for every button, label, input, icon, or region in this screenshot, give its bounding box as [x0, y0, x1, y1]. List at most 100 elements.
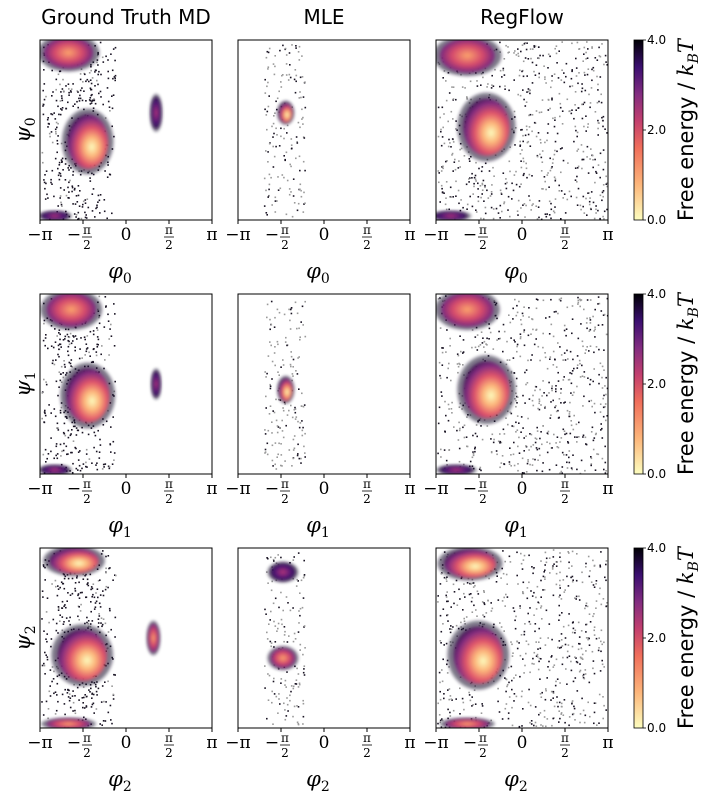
density-pixel	[299, 76, 302, 79]
density-pixel	[579, 669, 582, 672]
density-pixel	[548, 669, 551, 672]
density-pixel	[72, 440, 75, 442]
density-pixel	[553, 433, 555, 436]
density-pixel	[91, 693, 93, 695]
density-pixel	[564, 401, 566, 403]
density-pixel	[586, 623, 588, 626]
density-pixel	[515, 431, 517, 433]
density-pixel	[110, 426, 112, 428]
density-pixel	[274, 55, 276, 57]
density-pixel	[550, 323, 553, 326]
density-pixel	[507, 666, 510, 669]
density-pixel	[501, 600, 504, 602]
density-pixel	[89, 177, 91, 179]
density-pixel	[481, 189, 484, 191]
density-pixel	[109, 443, 112, 446]
density-pixel	[602, 717, 604, 720]
density-pixel	[55, 132, 57, 135]
density-pixel	[82, 702, 84, 704]
svg-text:2: 2	[165, 238, 173, 252]
density-pixel	[585, 637, 588, 639]
density-pixel	[527, 88, 530, 90]
density-pixel	[492, 166, 494, 169]
density-pixel	[527, 460, 529, 463]
density-pixel	[281, 623, 283, 626]
svg-text:2: 2	[479, 238, 487, 252]
density-pixel	[78, 464, 81, 467]
density-pixel	[290, 690, 292, 693]
density-pixel	[96, 694, 98, 696]
density-pixel	[441, 187, 443, 190]
density-pixel	[606, 182, 608, 184]
density-pixel	[540, 596, 542, 598]
density-pixel	[449, 695, 452, 697]
density-pixel	[298, 682, 301, 685]
density-pixel	[513, 441, 515, 444]
density-pixel	[502, 572, 505, 575]
density-pixel	[587, 172, 590, 174]
density-pixel	[464, 596, 466, 598]
density-pixel	[288, 308, 290, 311]
density-pixel	[59, 187, 62, 189]
svg-text:π: π	[479, 731, 487, 745]
density-pixel	[477, 188, 479, 190]
density-pixel	[74, 587, 76, 590]
density-pixel	[91, 193, 94, 195]
density-pixel	[106, 87, 109, 89]
density-pixel	[552, 399, 554, 402]
density-pixel	[507, 423, 509, 426]
density-pixel	[61, 693, 64, 696]
density-pixel	[544, 141, 546, 144]
density-pixel	[541, 188, 543, 190]
density-pixel	[548, 200, 551, 203]
density-pixel	[58, 329, 61, 331]
density-pixel	[46, 597, 49, 599]
density-pixel	[283, 313, 286, 316]
density-pixel	[565, 668, 567, 670]
density-pixel	[447, 367, 449, 370]
density-pixel	[566, 683, 568, 685]
density-pixel	[440, 391, 443, 393]
density-pixel	[95, 354, 98, 357]
density-pixel	[547, 430, 550, 433]
density-pixel	[451, 699, 453, 701]
density-pixel	[539, 388, 541, 391]
density-pixel	[585, 443, 587, 445]
density-pixel	[530, 57, 532, 60]
density-pixel	[523, 344, 526, 347]
density-pixel	[526, 597, 529, 600]
density-pixel	[292, 375, 294, 377]
density-pixel	[595, 432, 597, 435]
svg-text:π: π	[363, 731, 371, 745]
density-pixel	[564, 589, 566, 591]
density-pixel	[526, 141, 529, 144]
density-pixel	[552, 594, 555, 597]
density-pixel	[543, 392, 545, 394]
density-pixel	[575, 595, 578, 598]
density-pixel	[495, 207, 498, 210]
density-pixel	[558, 604, 560, 607]
density-pixel	[75, 467, 78, 470]
density-pixel	[445, 351, 447, 353]
density-pixel	[539, 637, 542, 639]
density-pixel	[269, 640, 272, 643]
density-pixel	[529, 433, 531, 435]
density-pixel	[484, 206, 487, 209]
density-pixel	[531, 662, 533, 665]
density-pixel	[107, 555, 110, 557]
density-pixel	[303, 559, 305, 562]
density-pixel	[455, 624, 458, 627]
density-pixel	[569, 432, 572, 435]
density-pixel	[502, 350, 504, 353]
density-pixel	[101, 625, 103, 628]
density-pixel	[87, 206, 90, 209]
density-pixel	[573, 414, 575, 417]
density-pixel	[563, 591, 566, 593]
density-pixel	[56, 143, 59, 145]
density-pixel	[54, 691, 57, 693]
chart-grid: Ground Truth MD MLE RegFlow−π − π2 0 π2 πφ0ψ0−π…	[11, 5, 702, 795]
density-pixel	[470, 155, 472, 158]
density-pixel	[298, 457, 301, 460]
density-pixel	[71, 429, 73, 431]
density-pixel	[295, 47, 297, 49]
